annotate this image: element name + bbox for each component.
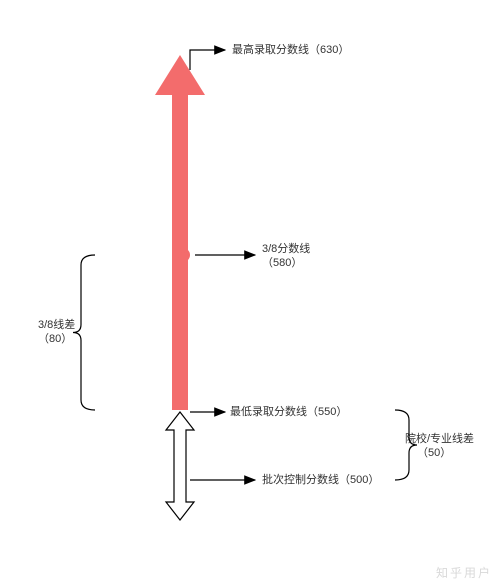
indicator-mid: 3/8分数线（580）	[195, 241, 310, 269]
brace-labels: 3/8线差（80）院校/专业线差（50）	[38, 317, 474, 459]
braces	[73, 255, 417, 480]
indicator-label: 批次控制分数线（500）	[262, 472, 379, 486]
indicator-label: 最低录取分数线（550）	[230, 404, 347, 418]
indicator-min: 最低录取分数线（550）	[190, 404, 347, 418]
indicator-label: 最高录取分数线（630）	[232, 42, 349, 56]
right-brace	[395, 410, 417, 480]
indicator-label: 3/8分数线（580）	[262, 241, 310, 269]
indicator-max: 最高录取分数线（630）	[190, 42, 349, 70]
red-arrow	[155, 55, 205, 410]
left-brace	[73, 255, 95, 410]
score-line-diagram: 最高录取分数线（630） 3/8分数线（580） 最低录取分数线（550） 批次控制分…	[0, 0, 500, 585]
arrow-icon	[190, 50, 225, 70]
left-brace-label: 3/8线差（80）	[38, 317, 75, 345]
indicator-ctrl: 批次控制分数线（500）	[190, 472, 379, 486]
white-double-arrow	[166, 412, 194, 520]
watermark: 知乎用户	[436, 564, 492, 581]
indicator-arrows: 最高录取分数线（630） 3/8分数线（580） 最低录取分数线（550） 批次控制分…	[190, 42, 379, 486]
